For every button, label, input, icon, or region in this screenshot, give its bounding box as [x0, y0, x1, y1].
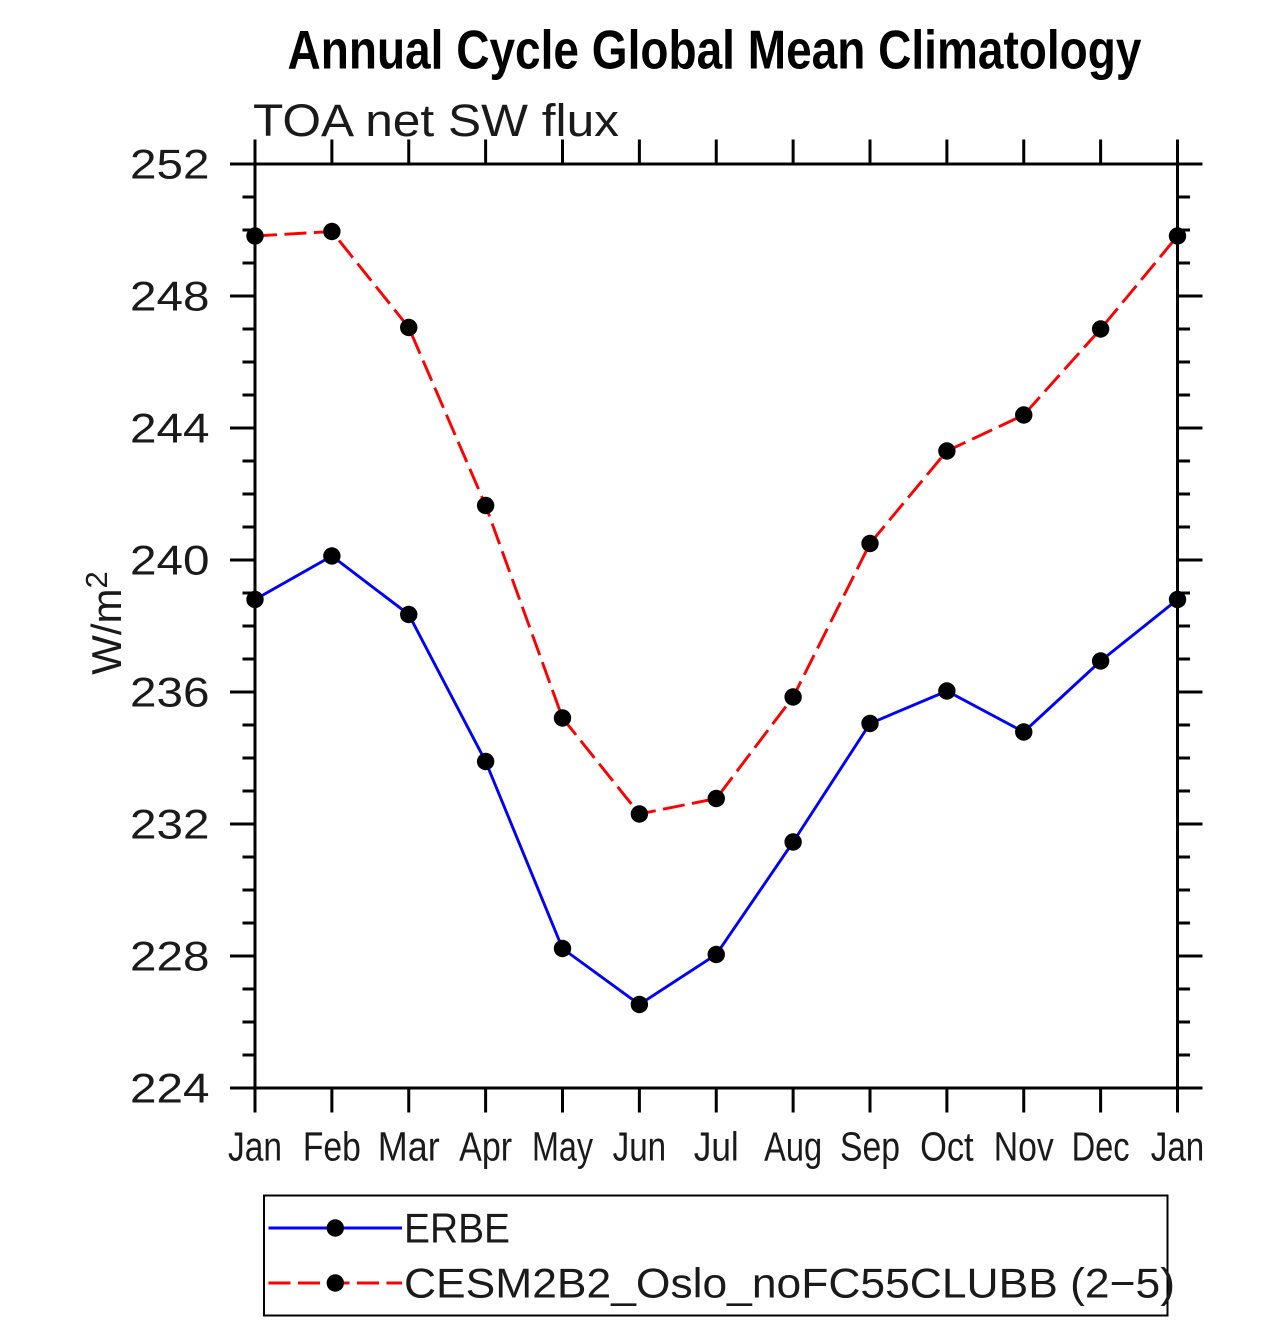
- svg-text:TOA net SW flux: TOA net SW flux: [253, 95, 620, 146]
- svg-text:240: 240: [130, 537, 210, 584]
- svg-text:236: 236: [130, 669, 210, 716]
- svg-text:228: 228: [130, 933, 210, 980]
- svg-text:232: 232: [130, 801, 210, 848]
- svg-text:Jul: Jul: [694, 1124, 739, 1170]
- svg-text:248: 248: [130, 273, 210, 320]
- svg-text:Jan: Jan: [228, 1124, 282, 1170]
- svg-text:Jun: Jun: [613, 1124, 667, 1170]
- svg-text:ERBE: ERBE: [404, 1205, 510, 1252]
- svg-text:May: May: [532, 1124, 593, 1170]
- svg-text:Nov: Nov: [994, 1124, 1054, 1170]
- svg-text:Oct: Oct: [920, 1124, 974, 1170]
- svg-text:Aug: Aug: [764, 1124, 822, 1170]
- svg-text:Sep: Sep: [840, 1124, 900, 1170]
- svg-text:Annual Cycle Global Mean Clima: Annual Cycle Global Mean Climatology: [288, 19, 1142, 81]
- svg-text:CESM2B2_Oslo_noFC55CLUBB (2−5): CESM2B2_Oslo_noFC55CLUBB (2−5): [404, 1260, 1175, 1307]
- svg-text:Apr: Apr: [459, 1124, 512, 1170]
- svg-text:252: 252: [130, 141, 210, 188]
- svg-text:Feb: Feb: [303, 1124, 361, 1170]
- svg-text:224: 224: [130, 1065, 210, 1112]
- svg-text:Mar: Mar: [378, 1124, 440, 1170]
- svg-text:Jan: Jan: [1151, 1124, 1205, 1170]
- svg-text:Dec: Dec: [1072, 1124, 1130, 1170]
- svg-text:244: 244: [130, 405, 210, 452]
- svg-text:W/m2: W/m2: [79, 571, 130, 675]
